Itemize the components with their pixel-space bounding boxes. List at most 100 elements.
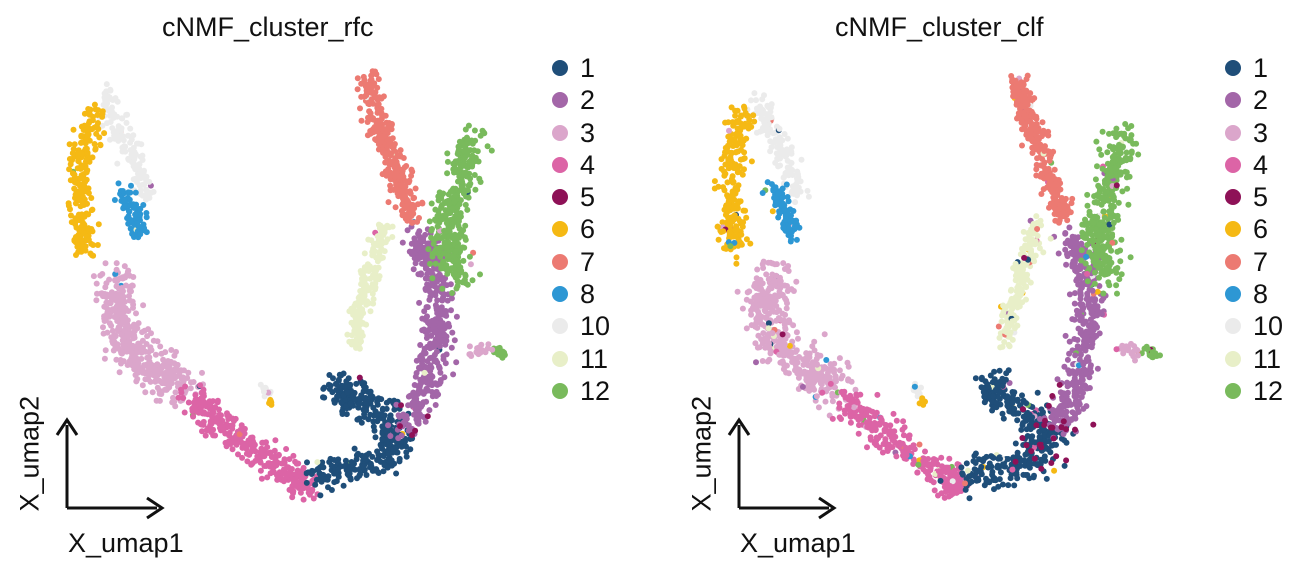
cell-point xyxy=(1000,415,1007,422)
cell-point xyxy=(264,474,271,481)
cell-point xyxy=(116,135,123,142)
cell-point xyxy=(999,343,1006,350)
cell-point xyxy=(992,477,999,484)
legend-marker xyxy=(552,124,568,141)
cell-point xyxy=(488,147,495,154)
cell-point xyxy=(751,283,758,290)
cell-point xyxy=(451,337,458,344)
cell-point xyxy=(367,388,374,395)
cell-point xyxy=(300,496,307,503)
cell-point xyxy=(449,290,455,296)
cell-point xyxy=(266,400,273,407)
cell-point xyxy=(125,132,132,139)
cell-point xyxy=(1054,376,1061,383)
cell-point xyxy=(725,119,732,126)
cell-point xyxy=(226,413,233,420)
cell-point xyxy=(385,450,392,457)
cell-point xyxy=(95,107,102,114)
cell-point xyxy=(304,459,310,466)
cell-point xyxy=(349,332,355,339)
cell-point xyxy=(340,482,347,489)
cell-point xyxy=(125,189,132,196)
cell-point xyxy=(1009,400,1016,407)
cell-point xyxy=(1000,461,1007,468)
cell-point xyxy=(786,225,793,232)
cell-point xyxy=(1085,323,1092,329)
cell-point xyxy=(426,380,433,387)
cell-point xyxy=(67,161,74,168)
cell-point xyxy=(152,351,159,358)
cell-point xyxy=(1055,406,1062,413)
cell-point xyxy=(371,275,378,282)
cell-point xyxy=(161,386,168,393)
cell-point xyxy=(783,152,790,159)
cell-point xyxy=(847,419,854,426)
cell-point xyxy=(1074,343,1081,350)
legend-label: 3 xyxy=(580,117,596,148)
cell-point xyxy=(731,239,738,246)
cell-point xyxy=(133,362,140,369)
cell-point xyxy=(783,181,790,188)
cell-point xyxy=(1094,312,1101,319)
cell-point xyxy=(781,202,788,209)
cell-point xyxy=(303,479,310,486)
cell-point xyxy=(805,381,812,388)
cell-point xyxy=(722,161,729,168)
cell-point xyxy=(127,225,134,232)
cell-point xyxy=(730,143,737,149)
cell-point xyxy=(119,275,126,282)
cell-point xyxy=(887,422,894,429)
cell-point xyxy=(370,241,377,248)
cell-point xyxy=(724,192,731,199)
cell-point xyxy=(788,286,795,293)
cell-point xyxy=(436,305,443,312)
cell-point xyxy=(432,380,439,387)
cell-point xyxy=(759,261,766,268)
cell-point xyxy=(911,446,918,453)
cell-point xyxy=(409,219,416,226)
cell-point xyxy=(733,260,740,267)
cell-point xyxy=(467,261,474,268)
cell-point xyxy=(997,455,1003,462)
cell-point xyxy=(77,181,84,188)
cell-point xyxy=(113,260,120,267)
cell-point xyxy=(202,410,209,417)
cell-point xyxy=(428,227,435,234)
cell-point xyxy=(368,89,375,96)
cell-point xyxy=(85,211,92,218)
cell-point xyxy=(95,221,102,228)
cell-point xyxy=(1085,343,1092,350)
cell-point xyxy=(1068,381,1075,388)
cell-point xyxy=(903,444,909,451)
cell-point xyxy=(385,143,391,149)
cell-point xyxy=(867,436,874,443)
cell-point xyxy=(1060,390,1067,397)
cell-point xyxy=(331,457,338,463)
cell-point xyxy=(436,320,443,327)
cell-point xyxy=(769,208,776,215)
cell-point xyxy=(344,389,351,396)
cell-point xyxy=(120,358,127,365)
cell-point xyxy=(68,212,74,219)
cell-point xyxy=(460,190,467,197)
cell-point xyxy=(286,456,293,463)
cell-point xyxy=(1036,428,1043,435)
cell-point xyxy=(239,454,246,461)
cell-point xyxy=(130,144,137,151)
cell-point xyxy=(127,139,134,146)
cell-point xyxy=(119,188,126,194)
cell-point xyxy=(462,222,469,229)
cell-point xyxy=(874,391,881,398)
cell-point xyxy=(130,154,137,161)
cell-point xyxy=(275,452,282,459)
cell-point xyxy=(393,401,400,408)
cell-point xyxy=(345,375,352,382)
cell-point xyxy=(1089,337,1096,344)
cell-point xyxy=(354,475,360,482)
cell-point xyxy=(144,193,151,200)
cell-point xyxy=(386,138,393,145)
cell-point xyxy=(1075,398,1082,405)
cell-point xyxy=(78,172,85,179)
cell-point xyxy=(356,466,363,473)
cell-point xyxy=(259,439,266,446)
